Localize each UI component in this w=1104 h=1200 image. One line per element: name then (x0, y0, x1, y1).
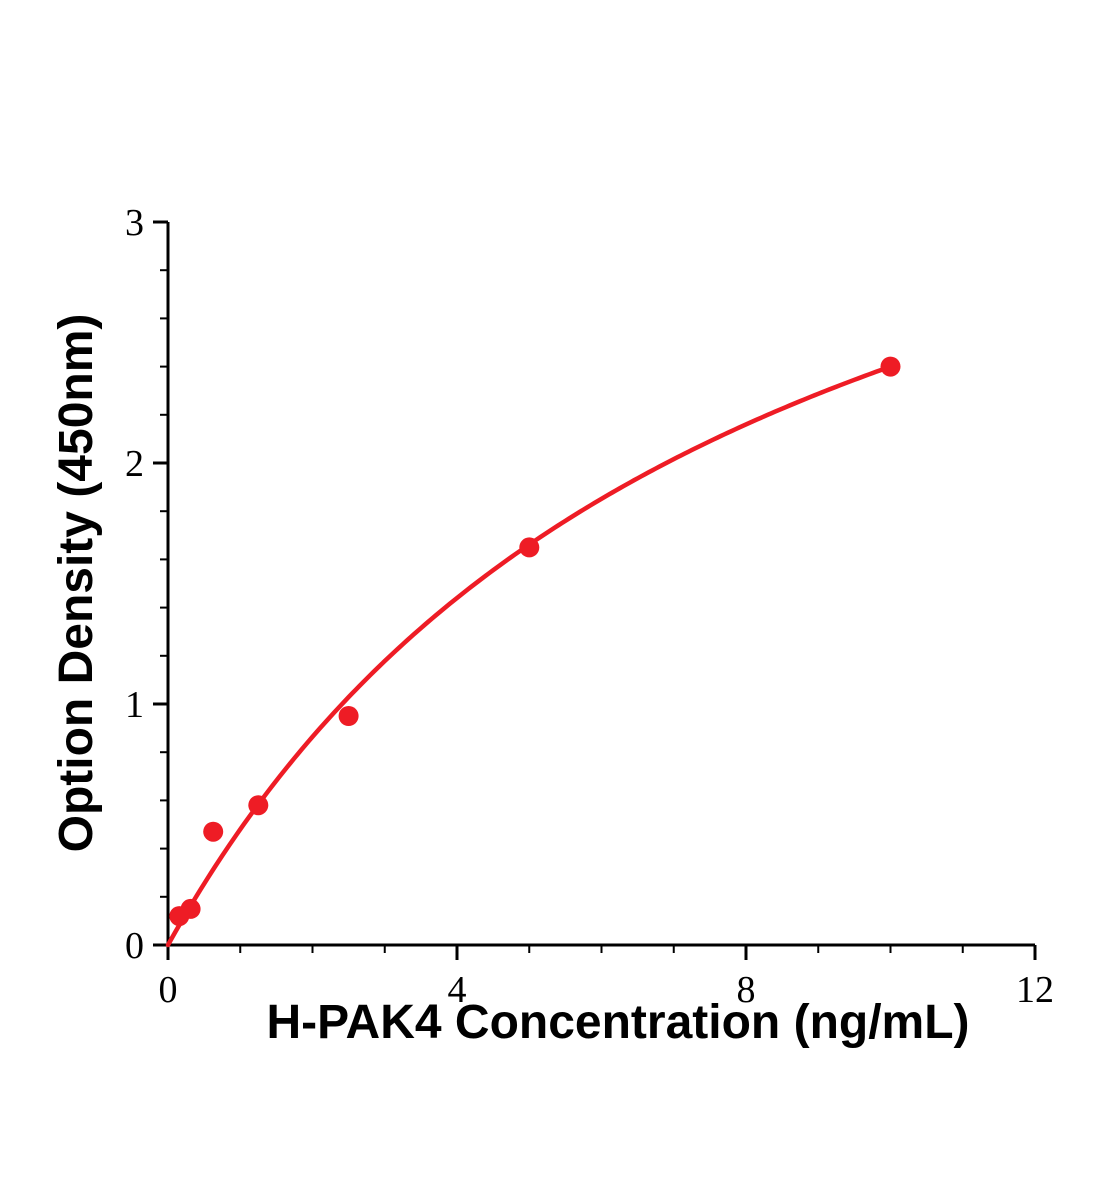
x-tick-label: 8 (737, 969, 756, 1011)
y-tick-label: 2 (125, 443, 144, 485)
y-tick-label: 1 (125, 684, 144, 726)
y-axis-title: Option Density (450nm) (50, 314, 103, 853)
x-tick-label: 12 (1016, 969, 1054, 1011)
data-point (338, 706, 359, 726)
data-point (180, 898, 201, 919)
y-tick-label: 3 (125, 202, 144, 244)
x-axis-title: H-PAK4 Concentration (ng/mL) (266, 996, 969, 1049)
data-point (248, 795, 269, 816)
x-tick-label: 4 (448, 969, 467, 1011)
x-tick-label: 0 (159, 969, 178, 1011)
data-point (203, 821, 224, 842)
y-tick-label: 0 (125, 925, 144, 967)
data-point (880, 356, 901, 377)
fit-curve (165, 364, 893, 948)
data-point (519, 537, 540, 558)
